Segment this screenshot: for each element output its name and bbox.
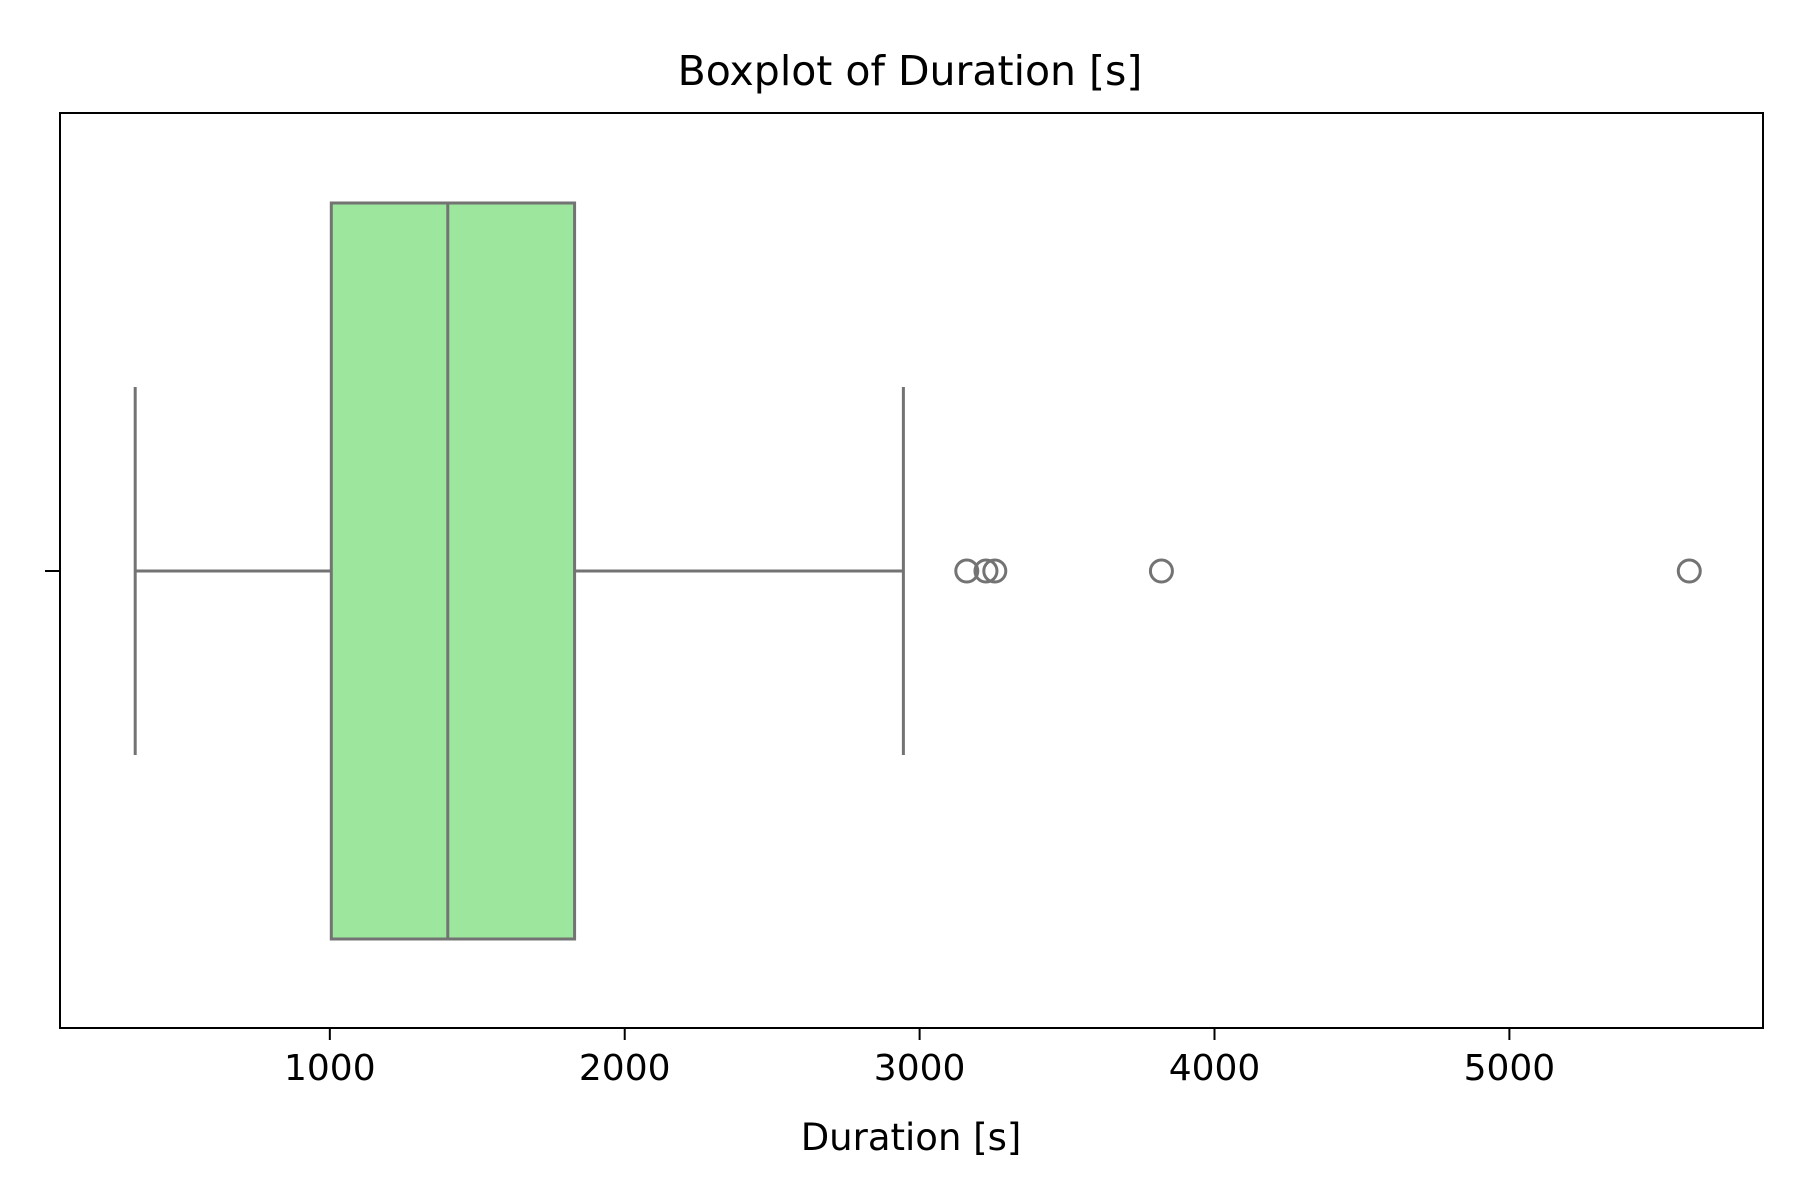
box-group [133,201,905,941]
chart-title: Boxplot of Duration [s] [678,47,1143,95]
x-tick-label: 3000 [874,1048,966,1089]
outlier-point [973,558,999,584]
x-tick-label: 1000 [284,1048,376,1089]
x-tick-label: 5000 [1464,1048,1556,1089]
x-tick-label: 4000 [1169,1048,1261,1089]
outlier-point [954,558,980,584]
x-tick-label: 2000 [579,1048,671,1089]
outlier-point [982,558,1008,584]
outlier-point [1676,558,1702,584]
iqr-box [329,201,577,941]
outlier-points [954,558,1702,584]
x-axis-label: Duration [s] [801,1116,1022,1159]
x-axis: 1000 2000 3000 4000 5000 [284,1028,1555,1089]
outlier-point [1148,558,1174,584]
